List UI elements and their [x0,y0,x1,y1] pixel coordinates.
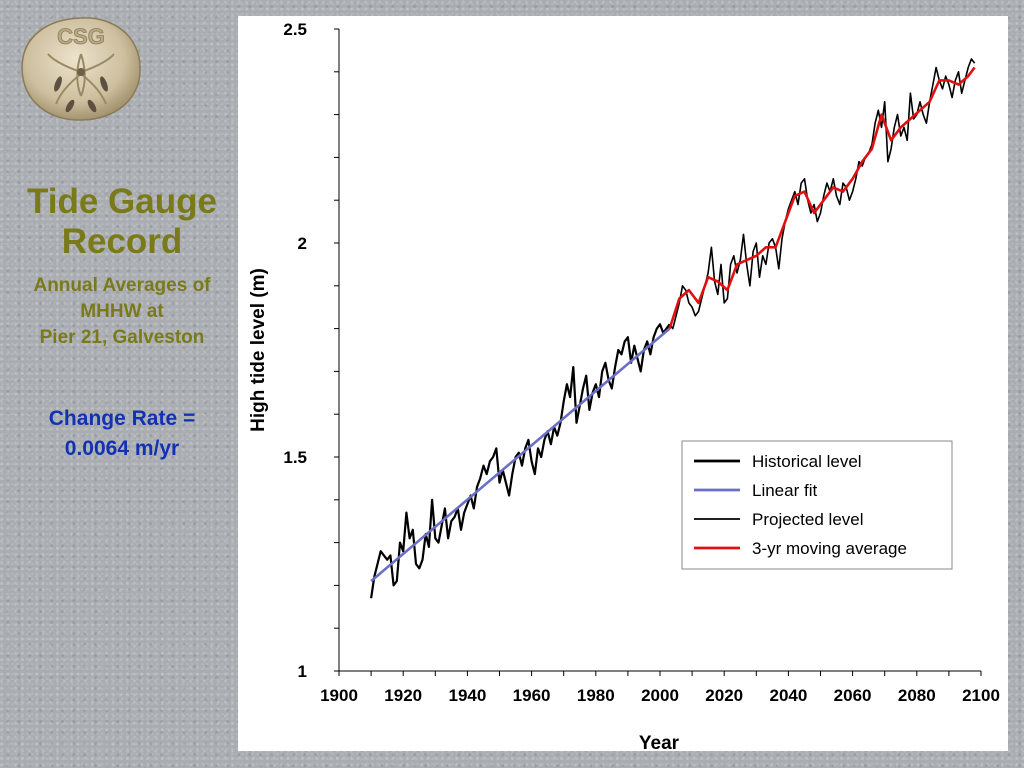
svg-text:CSG: CSG [57,24,105,49]
subtitle-line-3: Pier 21, Galveston [39,327,205,348]
slide-title: Tide Gauge Record [4,182,240,262]
subtitle-line-1: Annual Averages of [33,275,211,296]
x-tick-label: 2080 [898,686,936,705]
x-tick-label: 1960 [513,686,551,705]
tide-chart: 1900 1920 1940 1960 1980 2000 2020 2040 2060 2080… [248,20,1000,754]
chart-panel: 1900 1920 1940 1960 1980 2000 2020 2040 2060 2080… [238,16,1008,754]
series-line-historical-level [370,323,671,599]
series-line-projected-level [668,58,976,330]
x-tick-label: 2100 [962,686,1000,705]
y-tick-label: 1 [298,662,307,681]
series-line-3-yr-moving-average [668,66,976,329]
y-tick-label: 1.5 [283,448,307,467]
x-axis-label: Year [639,733,680,751]
x-tick-label: 2040 [769,686,807,705]
x-tick-label: 2000 [641,686,679,705]
legend-label: 3-yr moving average [752,539,907,558]
change-rate-label: Change Rate = [48,407,196,430]
change-rate-value: 0.0064 m/yr [64,437,180,460]
subtitle-line-2: MHHW at [80,301,164,322]
x-tick-label: 2060 [834,686,872,705]
x-tick-label: 1900 [320,686,358,705]
change-rate: Change Rate = 0.0064 m/yr [4,404,240,464]
x-tick-label: 2020 [705,686,743,705]
slide-title-line-2: Record [61,222,183,261]
y-axis-label: High tide level (m) [248,268,269,432]
x-tick-label: 1920 [384,686,422,705]
y-tick-label: 2 [298,234,307,253]
legend-label: Projected level [752,510,864,529]
legend-label: Historical level [752,452,862,471]
y-tick-label: 2.5 [283,20,307,39]
csg-logo: CSG [21,17,141,121]
slide-subtitle: Annual Averages of MHHW at Pier 21, Galv… [4,273,240,351]
slide-title-line-1: Tide Gauge [27,182,217,221]
legend-label: Linear fit [752,481,817,500]
x-tick-label: 1980 [577,686,615,705]
x-tick-label: 1940 [448,686,486,705]
series-line-linear-fit [370,327,671,583]
